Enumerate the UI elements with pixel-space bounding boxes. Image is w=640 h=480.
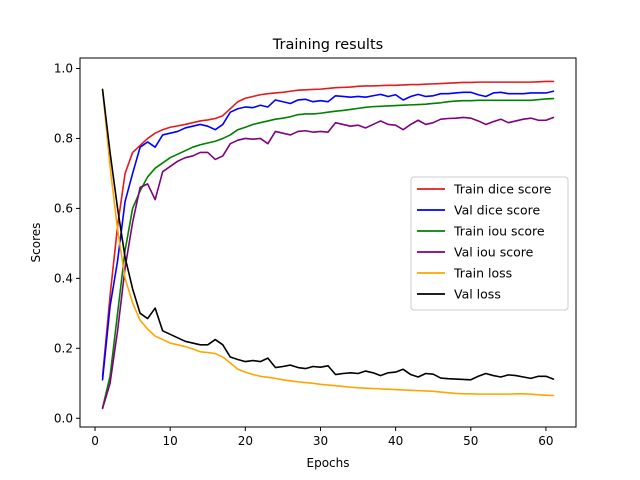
x-tick-label: 50 [463,434,478,448]
series-line-5 [101,88,555,397]
y-tick-label: 0.4 [54,271,73,285]
x-axis-title: Epochs [307,456,350,470]
y-tick-label: 0.0 [54,411,73,425]
y-axis-title: Scores [29,223,43,263]
y-tick-label: 0.2 [54,341,73,355]
series-line-3 [101,97,555,409]
legend-label: Val dice score [454,203,541,218]
y-axis: 0.0 0.2 0.4 0.6 0.8 1.0 [54,61,80,425]
series-layer [101,80,555,410]
plot-frame [79,57,577,428]
x-tick-label: 0 [91,434,99,448]
series-line-4 [101,116,555,410]
y-tick-label: 0.8 [54,131,73,145]
x-tick-label: 20 [238,434,253,448]
x-axis: 0 10 20 30 40 50 60 [91,427,554,448]
legend-label: Train dice score [453,182,552,197]
x-tick-label: 10 [163,434,178,448]
y-tick-label: 0.6 [54,201,73,215]
legend-label: Train loss [453,266,512,281]
x-tick-label: 30 [313,434,328,448]
legend-label: Val iou score [454,245,534,260]
y-tick-label: 1.0 [54,61,73,75]
legend-label: Val loss [454,287,501,302]
x-tick-label: 40 [388,434,403,448]
series-line-2 [101,90,555,381]
series-line-6 [101,88,555,381]
legend-label: Train iou score [453,224,545,239]
chart-title: Training results [272,37,383,53]
x-tick-label: 60 [538,434,553,448]
series-line-1 [101,80,555,378]
legend-box [410,176,569,311]
legend: Train dice score Val dice score Train iou … [410,176,569,311]
